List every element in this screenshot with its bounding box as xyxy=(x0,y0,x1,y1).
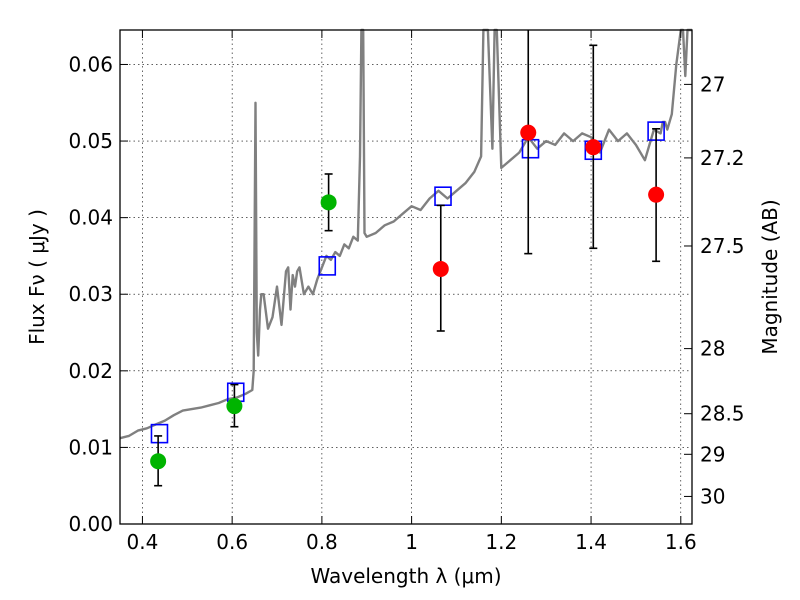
right-tick-label: 30 xyxy=(700,484,725,508)
y-axis-label: Flux Fν ( μJy ) xyxy=(25,209,49,345)
right-tick-label: 28 xyxy=(700,337,725,361)
sed-line xyxy=(119,28,692,440)
y-tick-label: 0.01 xyxy=(68,435,113,459)
plot-background xyxy=(120,30,692,524)
infrared-point xyxy=(648,186,665,203)
x-tick-label: 0.6 xyxy=(216,530,248,554)
y-tick-label: 0.04 xyxy=(68,206,113,230)
y-tick-label: 0.00 xyxy=(68,512,113,536)
model-box xyxy=(150,423,169,444)
right-tick-label: 27.5 xyxy=(700,234,745,258)
x-tick-label: 1.2 xyxy=(485,530,517,554)
ticks: 0.4 0.6 0.8 1 1.2 1.4 1.6 0.00 0.01 0.02 0.03 0.04 0… xyxy=(68,30,745,554)
right-tick-label: 28.5 xyxy=(700,402,745,426)
x-tick-label: 1.6 xyxy=(665,530,697,554)
y-tick-label: 0.02 xyxy=(68,359,113,383)
x-tick-label: 0.4 xyxy=(127,530,159,554)
optical-point xyxy=(226,398,243,415)
sed-curve xyxy=(119,28,692,440)
y-tick-label: 0.06 xyxy=(68,52,113,76)
optical-point xyxy=(150,453,167,470)
optical-point xyxy=(320,194,337,211)
model-box xyxy=(318,256,337,276)
right-tick-label: 27.2 xyxy=(700,146,745,170)
x-axis-label: Wavelength λ (μm) xyxy=(310,564,501,588)
infrared-point xyxy=(432,260,449,277)
y-tick-label: 0.03 xyxy=(68,282,113,306)
infrared-point xyxy=(520,124,537,141)
x-tick-label: 0.8 xyxy=(306,530,338,554)
plot-frame xyxy=(119,29,693,525)
x-tick-label: 1 xyxy=(405,530,418,554)
y-tick-label: 0.05 xyxy=(68,129,113,153)
right-tick-label: 29 xyxy=(700,442,725,466)
x-tick-label: 1.4 xyxy=(575,530,607,554)
right-axis-label: Magnitude (AB) xyxy=(758,199,782,354)
data-points xyxy=(150,124,665,470)
infrared-point xyxy=(585,139,602,156)
right-tick-label: 27 xyxy=(700,72,725,96)
